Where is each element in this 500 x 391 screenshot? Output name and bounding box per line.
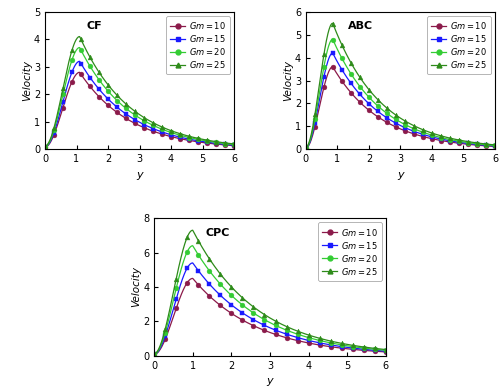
Legend: $Gm = 10$, $Gm = 15$, $Gm = 20$, $Gm = 25$: $Gm = 10$, $Gm = 15$, $Gm = 20$, $Gm = 2… [318,222,382,281]
Text: ABC: ABC [348,22,372,31]
X-axis label: y: y [136,170,143,180]
Legend: $Gm = 10$, $Gm = 15$, $Gm = 20$, $Gm = 25$: $Gm = 10$, $Gm = 15$, $Gm = 20$, $Gm = 2… [427,16,491,74]
X-axis label: y: y [266,376,274,386]
X-axis label: y: y [397,170,404,180]
Y-axis label: Velocity: Velocity [132,267,141,307]
Legend: $Gm = 10$, $Gm = 15$, $Gm = 20$, $Gm = 25$: $Gm = 10$, $Gm = 15$, $Gm = 20$, $Gm = 2… [166,16,230,74]
Y-axis label: Velocity: Velocity [22,60,32,101]
Text: CF: CF [86,22,102,31]
Y-axis label: Velocity: Velocity [284,60,294,101]
Text: CPC: CPC [205,228,230,238]
